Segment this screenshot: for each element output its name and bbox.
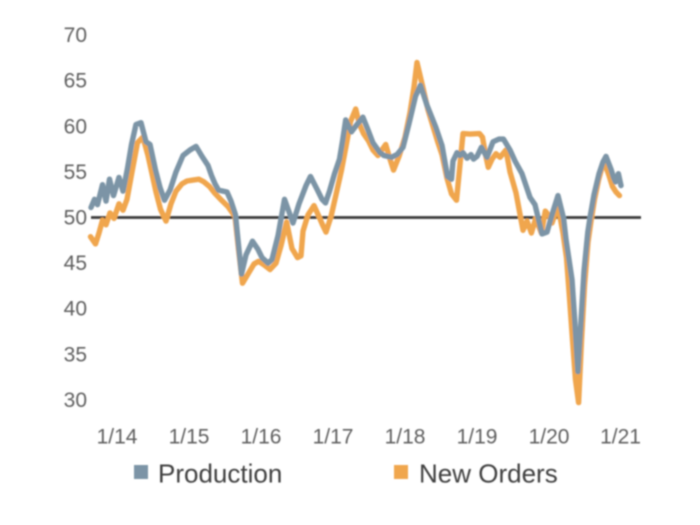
svg-text:50: 50 [64,207,87,230]
svg-text:1/20: 1/20 [529,426,570,449]
svg-text:40: 40 [64,298,87,321]
svg-text:Production: Production [158,459,282,489]
svg-text:1/21: 1/21 [600,426,641,449]
svg-text:70: 70 [64,24,87,47]
svg-text:1/17: 1/17 [313,426,354,449]
svg-text:55: 55 [64,161,87,184]
svg-text:30: 30 [64,389,87,412]
svg-text:1/18: 1/18 [385,426,426,449]
svg-text:1/16: 1/16 [241,426,282,449]
svg-text:1/15: 1/15 [169,426,210,449]
svg-text:New Orders: New Orders [419,459,558,489]
svg-text:60: 60 [64,115,87,138]
svg-text:65: 65 [64,70,87,93]
svg-text:1/19: 1/19 [457,426,498,449]
svg-text:1/14: 1/14 [97,426,138,449]
svg-text:45: 45 [64,252,87,275]
svg-text:35: 35 [64,343,87,366]
